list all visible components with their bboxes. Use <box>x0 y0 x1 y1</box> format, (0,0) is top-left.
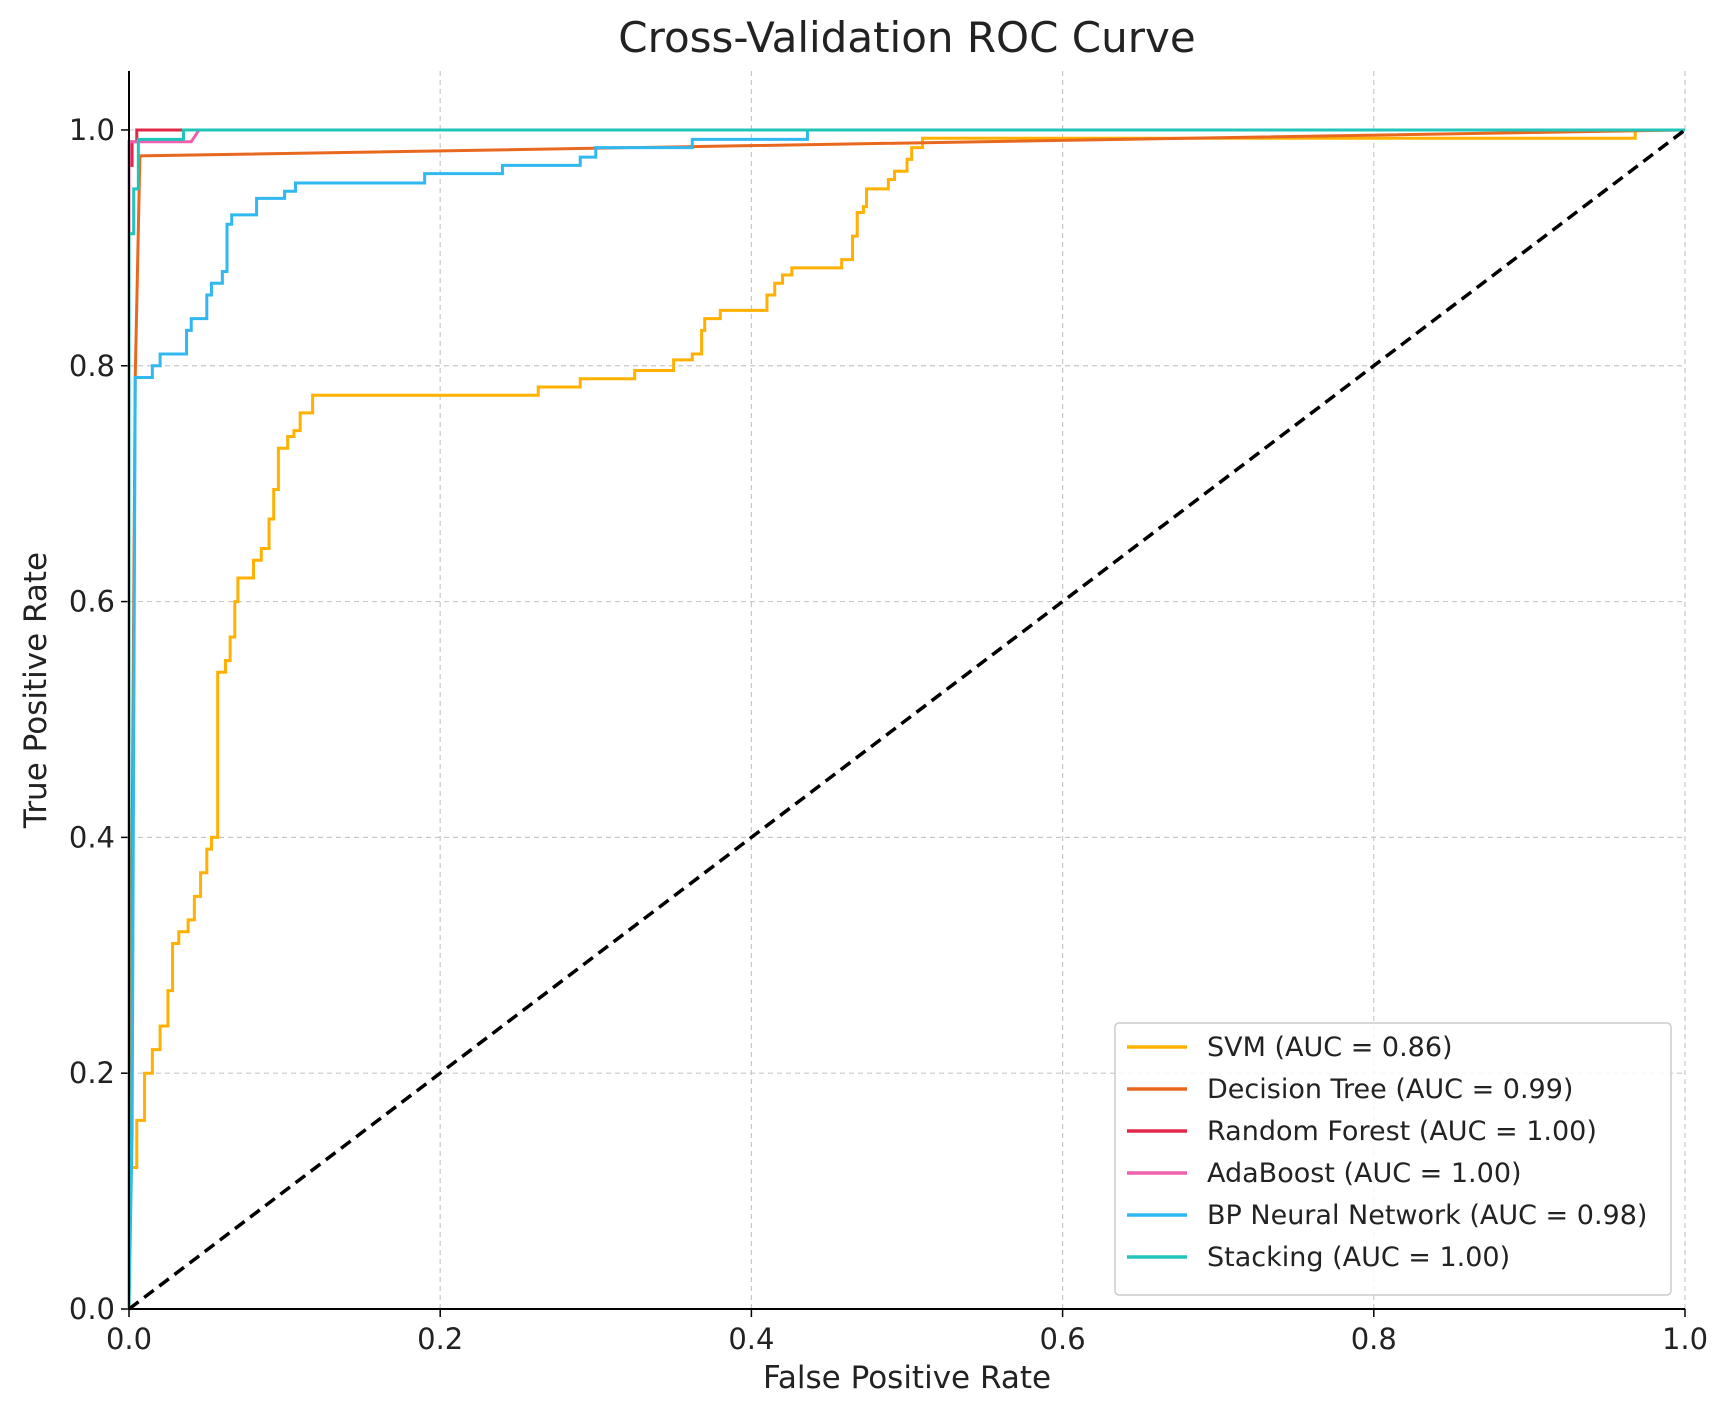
x-tick-label: 0.0 <box>106 1322 152 1356</box>
x-tick-label: 0.4 <box>728 1322 774 1356</box>
roc-curve <box>127 128 1685 1309</box>
legend-label: Decision Tree (AUC = 0.99) <box>1207 1074 1573 1105</box>
legend-label: AdaBoost (AUC = 1.00) <box>1207 1158 1522 1189</box>
reference-line <box>127 128 1687 1311</box>
x-tick-label: 0.6 <box>1040 1322 1086 1356</box>
y-tick-label: 0.8 <box>69 349 115 383</box>
x-tick-label: 1.0 <box>1662 1322 1708 1356</box>
y-tick-label: 1.0 <box>69 113 115 147</box>
roc-curve <box>127 128 1685 1309</box>
chart-title: Cross-Validation ROC Curve <box>618 13 1195 62</box>
roc-curve <box>127 128 1685 1310</box>
x-axis-label: False Positive Rate <box>763 1360 1051 1396</box>
legend-label: BP Neural Network (AUC = 0.98) <box>1207 1200 1647 1231</box>
x-tick-label: 0.2 <box>417 1322 463 1356</box>
y-tick-label: 0.4 <box>69 820 115 854</box>
legend: SVM (AUC = 0.86) Decision Tree (AUC = 0.9… <box>1114 1022 1672 1296</box>
y-axis-label: True Positive Rate <box>18 552 54 829</box>
y-tick-label: 0.6 <box>69 585 115 619</box>
legend-label: Stacking (AUC = 1.00) <box>1207 1242 1510 1273</box>
legend-box <box>1114 1022 1672 1296</box>
y-tick-label: 0.0 <box>69 1292 115 1326</box>
y-tick-label: 0.2 <box>69 1056 115 1090</box>
legend-label: Random Forest (AUC = 1.00) <box>1207 1116 1597 1147</box>
x-tick-label: 0.8 <box>1351 1322 1397 1356</box>
legend-label: SVM (AUC = 0.86) <box>1207 1032 1453 1063</box>
